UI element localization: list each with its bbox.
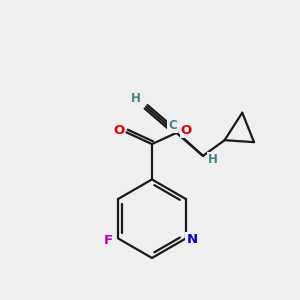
Text: H: H (208, 153, 218, 166)
Text: F: F (103, 234, 113, 247)
Text: C: C (168, 119, 177, 132)
Text: O: O (113, 124, 124, 137)
Text: H: H (131, 92, 141, 106)
Text: O: O (181, 124, 192, 137)
Text: N: N (186, 233, 197, 246)
